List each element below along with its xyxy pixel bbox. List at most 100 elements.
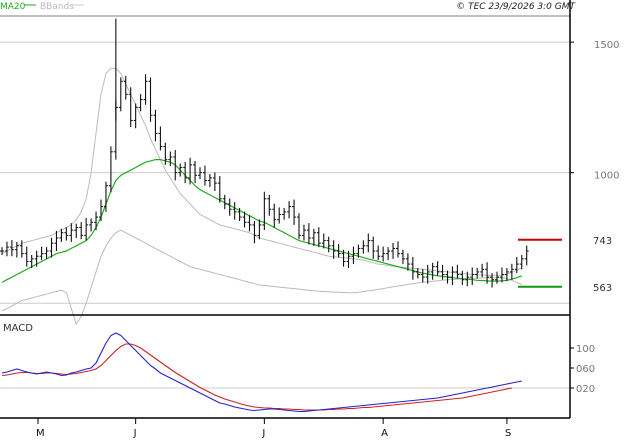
price-bar: [138, 94, 143, 112]
level-resistance-label: 743: [593, 236, 612, 247]
price-bar: [514, 257, 519, 274]
price-bar: [54, 230, 59, 252]
price-bar: [440, 264, 445, 280]
ma20-series: [1, 159, 523, 283]
price-bar: [207, 173, 212, 188]
price-levels: 743 563: [518, 236, 612, 294]
price-bar: [148, 77, 153, 122]
price-bar: [435, 261, 440, 276]
price-bar: [420, 269, 425, 283]
price-bar: [257, 219, 262, 240]
price-bar: [39, 246, 44, 261]
price-bar: [163, 142, 168, 165]
price-bar: [341, 249, 346, 267]
price-bar: [222, 194, 227, 210]
legend-ma20-label: MA20: [0, 2, 26, 12]
price-bar: [465, 271, 470, 287]
price-bar: [232, 202, 237, 220]
bollinger-bands: [1, 67, 523, 326]
price-bar: [519, 254, 524, 270]
price-bar: [198, 167, 202, 180]
price-bar: [69, 223, 74, 242]
ma20-line: [1, 159, 523, 283]
price-bar: [326, 236, 331, 253]
price-bar: [386, 247, 391, 261]
price-bar: [311, 228, 316, 246]
price-bar: [336, 243, 341, 258]
price-bar: [499, 267, 504, 283]
price-bar: [9, 240, 14, 257]
price-bar: [49, 237, 54, 258]
price-bar: [143, 74, 148, 105]
price-bar: [252, 220, 257, 244]
macd-signal-line: [1, 343, 513, 411]
y-tick-label: 1500: [594, 40, 619, 51]
price-bar: [0, 247, 4, 255]
price-bar: [287, 201, 292, 219]
level-support-label: 563: [593, 283, 612, 294]
price-bar: [133, 103, 138, 129]
legend-bbands-label: BBands: [40, 2, 74, 12]
price-bar: [282, 207, 287, 220]
price-bar: [188, 157, 193, 185]
price-bar: [351, 246, 356, 265]
price-bar: [410, 257, 415, 280]
price-bar: [79, 222, 84, 240]
price-bar: [123, 75, 128, 100]
price-bar: [202, 165, 207, 186]
macd-y-tick-label: 020: [576, 384, 595, 395]
price-bar: [212, 172, 217, 191]
price-bar: [470, 267, 475, 285]
price-bar: [415, 267, 420, 279]
price-bar: [14, 241, 19, 258]
price-bar: [331, 240, 336, 259]
price-bar: [480, 263, 485, 278]
price-bar: [227, 198, 232, 216]
price-bar: [89, 218, 94, 232]
price-bar: [168, 151, 173, 167]
price-bar: [74, 223, 79, 238]
price-bar: [29, 254, 34, 268]
price-bar: [64, 227, 69, 241]
price-bar: [425, 264, 430, 284]
price-bar: [277, 207, 282, 224]
gridlines: [0, 41, 570, 389]
price-bar: [173, 149, 178, 181]
price-bar: [400, 249, 405, 265]
price-bar: [524, 245, 529, 266]
price-bar: [44, 247, 49, 259]
price-bar: [346, 250, 351, 268]
price-bar: [183, 161, 188, 184]
price-bar: [247, 215, 252, 232]
price-bar: [475, 267, 480, 279]
price-bar: [24, 246, 29, 267]
price-bar: [361, 240, 366, 254]
legend: MA20 BBands: [0, 2, 84, 12]
price-bar: [272, 203, 277, 228]
plot-area: [0, 16, 570, 418]
price-bar: [217, 176, 222, 203]
price-bar: [445, 270, 450, 284]
price-bar: [381, 246, 386, 262]
price-bar: [321, 233, 326, 249]
price-bar: [267, 194, 272, 216]
price-bar: [504, 267, 509, 282]
price-bar: [371, 236, 376, 259]
price-bar: [316, 227, 321, 248]
macd-y-tick-label: 060: [576, 364, 595, 375]
price-bar: [4, 241, 9, 257]
x-tick-label: M: [36, 428, 45, 439]
price-bar: [366, 233, 371, 253]
copyright-text: © TEC 23/9/2026 3:0 GMT: [456, 2, 576, 12]
price-bar: [59, 228, 64, 242]
price-bar: [108, 146, 113, 193]
price-bar: [396, 241, 400, 258]
macd-line: [1, 332, 522, 413]
plot-background: [0, 16, 570, 418]
price-bar: [193, 160, 198, 184]
price-bar: [34, 250, 39, 267]
macd-panel: [1, 332, 522, 413]
y-tick-label: 1000: [594, 171, 619, 182]
